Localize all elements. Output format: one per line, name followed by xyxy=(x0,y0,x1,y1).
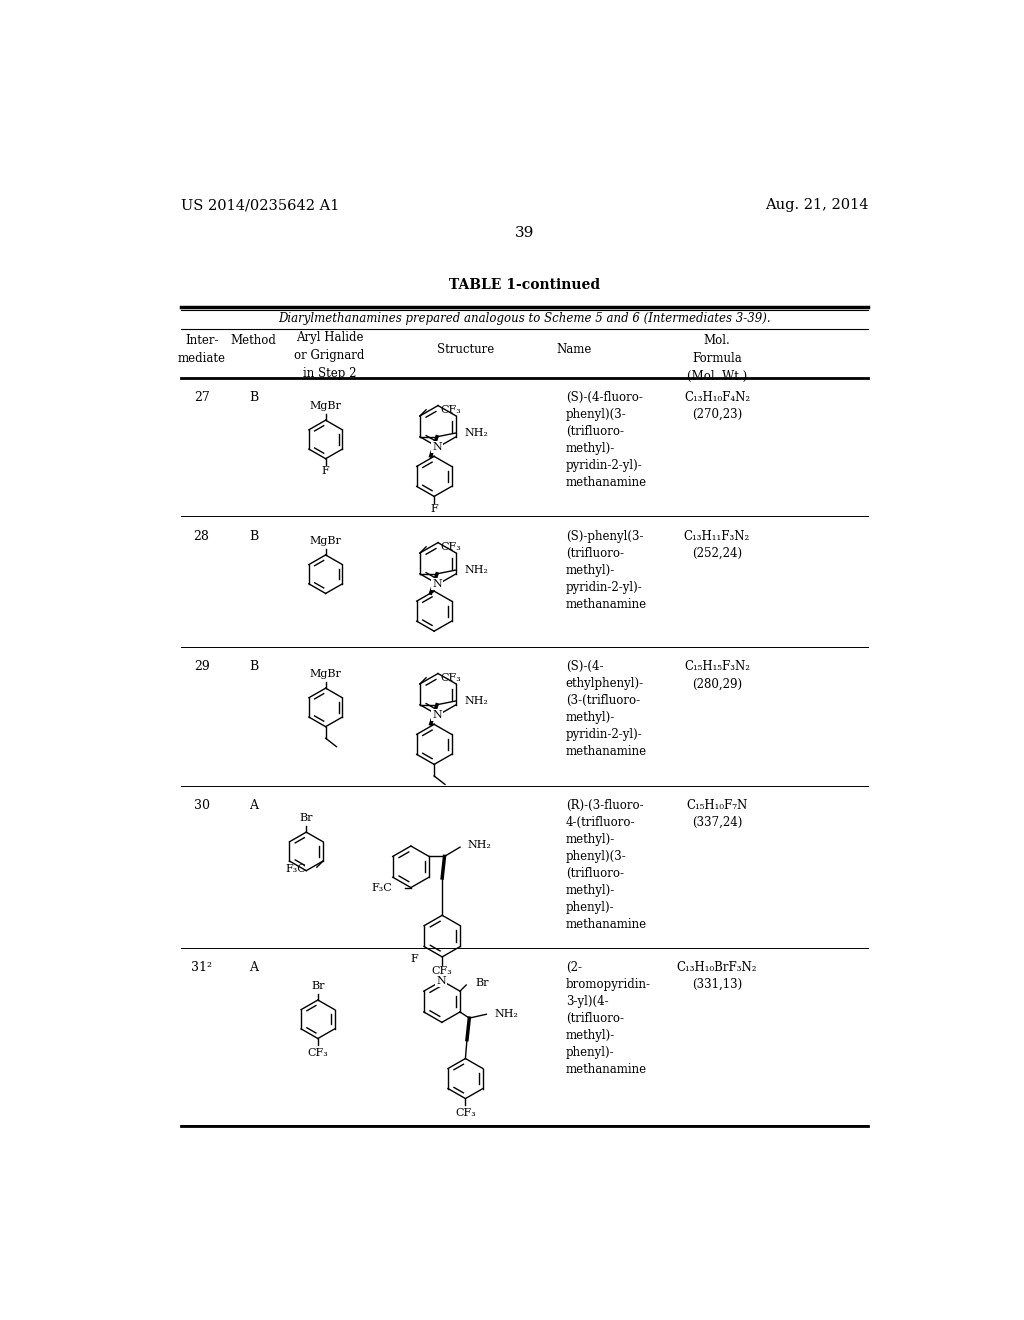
Text: Mol.
Formula
(Mol. Wt.): Mol. Formula (Mol. Wt.) xyxy=(687,334,748,383)
Text: C₁₅H₁₅F₃N₂
(280,29): C₁₅H₁₅F₃N₂ (280,29) xyxy=(684,660,750,690)
Text: F₃C: F₃C xyxy=(372,883,392,892)
Text: F: F xyxy=(410,954,418,964)
Text: NH₂: NH₂ xyxy=(464,696,487,706)
Text: MgBr: MgBr xyxy=(309,401,342,411)
Text: Br: Br xyxy=(299,813,313,822)
Text: NH₂: NH₂ xyxy=(495,1010,518,1019)
Text: CF₃: CF₃ xyxy=(455,1107,476,1118)
Text: F₃C: F₃C xyxy=(286,863,306,874)
Text: (S)-(4-
ethylphenyl)-
(3-(trifluoro-
methyl)-
pyridin-2-yl)-
methanamine: (S)-(4- ethylphenyl)- (3-(trifluoro- met… xyxy=(566,660,647,759)
Text: (R)-(3-fluoro-
4-(trifluoro-
methyl)-
phenyl)(3-
(trifluoro-
methyl)-
phenyl)-
m: (R)-(3-fluoro- 4-(trifluoro- methyl)- ph… xyxy=(566,799,647,931)
Text: US 2014/0235642 A1: US 2014/0235642 A1 xyxy=(180,198,339,213)
Text: Name: Name xyxy=(556,343,591,356)
Text: Inter-
mediate: Inter- mediate xyxy=(177,334,225,364)
Text: NH₂: NH₂ xyxy=(468,840,492,850)
Text: B: B xyxy=(249,660,258,673)
Text: MgBr: MgBr xyxy=(309,536,342,545)
Text: NH₂: NH₂ xyxy=(464,428,487,438)
Text: Diarylmethanamines prepared analogous to Scheme 5 and 6 (Intermediates 3-39).: Diarylmethanamines prepared analogous to… xyxy=(279,313,771,326)
Text: CF₃: CF₃ xyxy=(440,405,461,414)
Text: Aug. 21, 2014: Aug. 21, 2014 xyxy=(765,198,868,213)
Text: Method: Method xyxy=(230,334,276,347)
Text: F: F xyxy=(322,466,330,477)
Text: (S)-(4-fluoro-
phenyl)(3-
(trifluoro-
methyl)-
pyridin-2-yl)-
methanamine: (S)-(4-fluoro- phenyl)(3- (trifluoro- me… xyxy=(566,391,647,488)
Text: B: B xyxy=(249,391,258,404)
Text: B: B xyxy=(249,529,258,543)
Text: NH₂: NH₂ xyxy=(464,565,487,576)
Text: C₁₃H₁₀F₄N₂
(270,23): C₁₃H₁₀F₄N₂ (270,23) xyxy=(684,391,750,421)
Text: MgBr: MgBr xyxy=(309,669,342,678)
Text: Aryl Halide
or Grignard
in Step 2: Aryl Halide or Grignard in Step 2 xyxy=(294,331,365,380)
Text: F: F xyxy=(430,504,438,513)
Text: C₁₃H₁₀BrF₃N₂
(331,13): C₁₃H₁₀BrF₃N₂ (331,13) xyxy=(677,961,758,991)
Text: CF₃: CF₃ xyxy=(307,1048,329,1057)
Text: N: N xyxy=(436,975,446,986)
Text: Structure: Structure xyxy=(436,343,494,356)
Text: C₁₅H₁₀F₇N
(337,24): C₁₅H₁₀F₇N (337,24) xyxy=(686,799,748,829)
Text: 27: 27 xyxy=(194,391,210,404)
Text: N: N xyxy=(432,579,442,589)
Text: CF₃: CF₃ xyxy=(440,543,461,552)
Text: TABLE 1-continued: TABLE 1-continued xyxy=(450,277,600,292)
Text: A: A xyxy=(249,961,258,974)
Text: C₁₃H₁₁F₃N₂
(252,24): C₁₃H₁₁F₃N₂ (252,24) xyxy=(684,529,751,560)
Text: (S)-phenyl(3-
(trifluoro-
methyl)-
pyridin-2-yl)-
methanamine: (S)-phenyl(3- (trifluoro- methyl)- pyrid… xyxy=(566,529,647,611)
Text: 30: 30 xyxy=(194,799,210,812)
Text: 31²: 31² xyxy=(191,961,212,974)
Text: Br: Br xyxy=(311,981,325,991)
Text: N: N xyxy=(432,442,442,453)
Text: CF₃: CF₃ xyxy=(432,966,453,975)
Text: 28: 28 xyxy=(194,529,210,543)
Text: (2-
bromopyridin-
3-yl)(4-
(trifluoro-
methyl)-
phenyl)-
methanamine: (2- bromopyridin- 3-yl)(4- (trifluoro- m… xyxy=(566,961,651,1076)
Text: 29: 29 xyxy=(194,660,210,673)
Text: A: A xyxy=(249,799,258,812)
Text: Br: Br xyxy=(475,978,489,989)
Text: N: N xyxy=(432,710,442,721)
Text: CF₃: CF₃ xyxy=(440,673,461,682)
Text: 39: 39 xyxy=(515,226,535,240)
